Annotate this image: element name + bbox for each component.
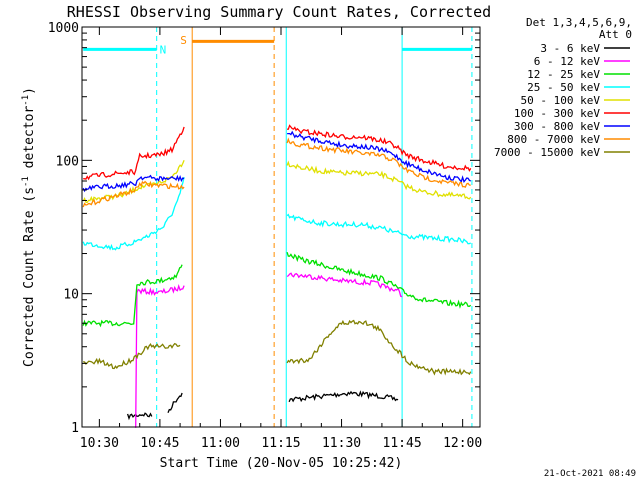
y-label-end: )	[22, 87, 37, 95]
y-label-sup-1: -1	[21, 176, 31, 187]
legend-header-line-1: Det 1,3,4,5,6,9,	[526, 16, 632, 29]
chart-title: RHESSI Observing Summary Count Rates, Co…	[67, 3, 491, 21]
legend-label-300-800-kev: 300 - 800 keV	[514, 120, 600, 133]
x-axis-label: Start Time (20-Nov-05 10:25:42)	[160, 456, 403, 471]
series-layer	[82, 124, 472, 428]
legend-label-3-6-kev: 3 - 6 keV	[540, 42, 600, 55]
x-tick-label: 11:30	[322, 436, 361, 451]
series-line-3-6-kev	[167, 392, 183, 413]
legend-label-25-50-kev: 25 - 50 keV	[527, 81, 600, 94]
y-label-main: Corrected Count Rate (s	[22, 187, 37, 367]
legend-header-line-2: Att 0	[599, 28, 632, 41]
series-line-50-100-kev	[82, 160, 185, 204]
x-tick-label: 11:45	[383, 436, 422, 451]
y-tick-label: 1	[71, 421, 79, 436]
series-line-12-25-kev	[82, 264, 183, 328]
marker-label: S	[180, 34, 187, 47]
series-line-25-50-kev	[82, 176, 185, 251]
series-line-100-300-kev	[287, 124, 472, 172]
footer-date: 21-Oct-2021 08:49	[544, 469, 636, 479]
legend-label-7000-15000-kev: 7000 - 15000 keV	[494, 146, 600, 159]
y-label-sup-2: -1	[21, 95, 31, 106]
x-axis: 10:30 10:45 11:00 11:15 11:30 11:45 12:00	[80, 27, 482, 451]
series-line-3-6-kev	[288, 390, 399, 403]
series-line-50-100-kev	[286, 160, 472, 200]
series-line-12-25-kev	[286, 252, 472, 309]
series-line-800-7000-kev	[82, 180, 185, 208]
x-tick-label: 11:15	[261, 436, 300, 451]
y-axis-label: Corrected Count Rate (s-1 detector-1)	[21, 87, 37, 367]
x-tick-label: 10:30	[80, 436, 119, 451]
series-line-7000-15000-kev	[286, 319, 472, 376]
x-tick-label: 10:45	[140, 436, 179, 451]
series-line-6-12-kev	[135, 283, 185, 428]
series-line-6-12-kev	[286, 272, 403, 298]
x-tick-label: 11:00	[201, 436, 240, 451]
y-tick-label: 10	[63, 288, 79, 303]
legend-label-800-7000-kev: 800 - 7000 keV	[507, 133, 600, 146]
series-line-7000-15000-kev	[83, 342, 181, 370]
series-line-100-300-kev	[83, 126, 185, 181]
y-label-mid: detector	[22, 106, 37, 177]
x-tick-label: 12:00	[443, 436, 482, 451]
series-line-25-50-kev	[286, 213, 471, 245]
observing-markers: NS	[83, 27, 473, 427]
legend-label-12-25-kev: 12 - 25 keV	[527, 68, 600, 81]
series-line-800-7000-kev	[286, 137, 471, 188]
legend-label-50-100-kev: 50 - 100 keV	[521, 94, 601, 107]
plot-area: NS 10:30 10:45 11:00 11:15 11:30 11:45 12:00 1…	[48, 21, 483, 451]
y-tick-label: 1000	[48, 21, 79, 36]
series-line-3-6-kev	[126, 412, 153, 421]
y-tick-label: 100	[56, 154, 79, 169]
marker-label: N	[160, 43, 167, 56]
y-axis: 1 10 100 1000	[48, 21, 480, 436]
legend-label-6-12-kev: 6 - 12 keV	[534, 55, 601, 68]
series-line-300-800-kev	[287, 130, 471, 184]
legend-label-100-300-kev: 100 - 300 keV	[514, 107, 600, 120]
series-line-300-800-kev	[82, 174, 185, 193]
